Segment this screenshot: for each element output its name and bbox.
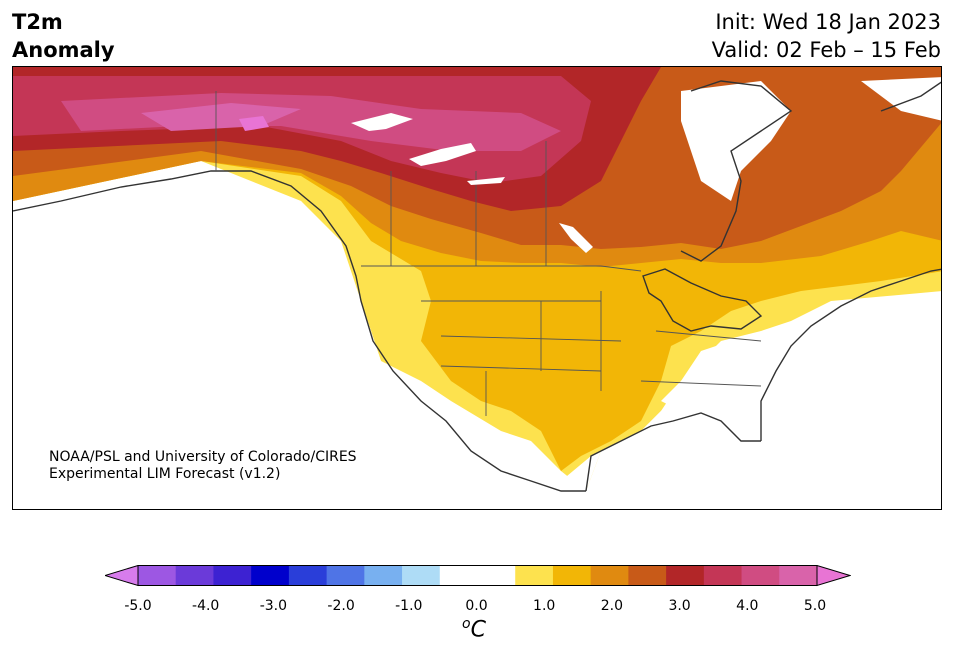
colorbar-tick: -3.0 bbox=[259, 598, 288, 614]
unit-letter: C bbox=[470, 617, 486, 643]
colorbar bbox=[105, 565, 851, 587]
colorbar-cell bbox=[439, 565, 478, 586]
colorbar-cells bbox=[138, 565, 818, 586]
credit-line-1: NOAA/PSL and University of Colorado/CIRE… bbox=[49, 449, 357, 465]
colorbar-unit: oC bbox=[462, 616, 486, 642]
colorbar-tick: 0.0 bbox=[465, 598, 488, 614]
colorbar-cell bbox=[552, 565, 592, 586]
hudson-bay-water bbox=[681, 81, 791, 201]
colorbar-cell bbox=[364, 565, 403, 586]
map-svg bbox=[13, 67, 941, 509]
colorbar-tick: 3.0 bbox=[668, 598, 691, 614]
colorbar-tick: -2.0 bbox=[327, 598, 355, 614]
northern-lakes bbox=[351, 113, 593, 253]
colorbar-cell bbox=[779, 565, 818, 586]
title-variable: T2m bbox=[12, 10, 63, 34]
unit-degree: o bbox=[462, 616, 471, 632]
colorbar-max-arrow bbox=[816, 565, 851, 587]
valid-date: Valid: 02 Feb – 15 Feb bbox=[711, 38, 941, 62]
colorbar-tick: -1.0 bbox=[395, 598, 423, 614]
colorbar-min-arrow bbox=[105, 565, 139, 587]
eastern-us-neutral bbox=[661, 341, 781, 421]
credit-line-2: Experimental LIM Forecast (v1.2) bbox=[49, 466, 281, 482]
colorbar-cell bbox=[251, 565, 290, 586]
colorbar-cell bbox=[138, 565, 177, 586]
colorbar-cell bbox=[326, 565, 365, 586]
colorbar-tick: 1.0 bbox=[533, 598, 556, 614]
anomaly-band-7c bbox=[61, 93, 561, 151]
colorbar-tick: 5.0 bbox=[803, 598, 827, 614]
colorbar-cell bbox=[477, 565, 516, 586]
colorbar-cell bbox=[666, 565, 705, 586]
forecast-dates: Init: Wed 18 Jan 2023 Valid: 02 Feb – 15… bbox=[712, 8, 941, 64]
colorbar-cell bbox=[703, 565, 743, 586]
colorbar-cell bbox=[741, 565, 780, 586]
colorbar-cell bbox=[213, 565, 252, 586]
map-title: T2m Anomaly bbox=[12, 8, 115, 64]
colorbar-tick: -4.0 bbox=[192, 598, 220, 614]
pacific-water bbox=[13, 181, 557, 509]
colorbar-cell bbox=[288, 565, 328, 586]
gulf-water bbox=[561, 352, 941, 509]
colorbar-cell bbox=[175, 565, 214, 586]
data-credit: NOAA/PSL and University of Colorado/CIRE… bbox=[49, 449, 357, 483]
greenland-water bbox=[861, 77, 941, 121]
colorbar-cell bbox=[628, 565, 667, 586]
colorbar-tick: 4.0 bbox=[736, 598, 759, 614]
colorbar-outline bbox=[137, 565, 818, 586]
colorbar-cell bbox=[402, 565, 441, 586]
coastlines bbox=[13, 80, 941, 492]
political-borders bbox=[215, 91, 762, 416]
colorbar-cell bbox=[590, 565, 629, 586]
colorbar-cell bbox=[515, 565, 554, 586]
colorbar-tick: 2.0 bbox=[600, 598, 624, 614]
init-date: Init: Wed 18 Jan 2023 bbox=[715, 10, 941, 34]
title-anomaly: Anomaly bbox=[12, 38, 115, 62]
colorbar-tick: -5.0 bbox=[124, 598, 152, 614]
anomaly-peak bbox=[239, 116, 269, 131]
anomaly-map bbox=[12, 66, 942, 510]
